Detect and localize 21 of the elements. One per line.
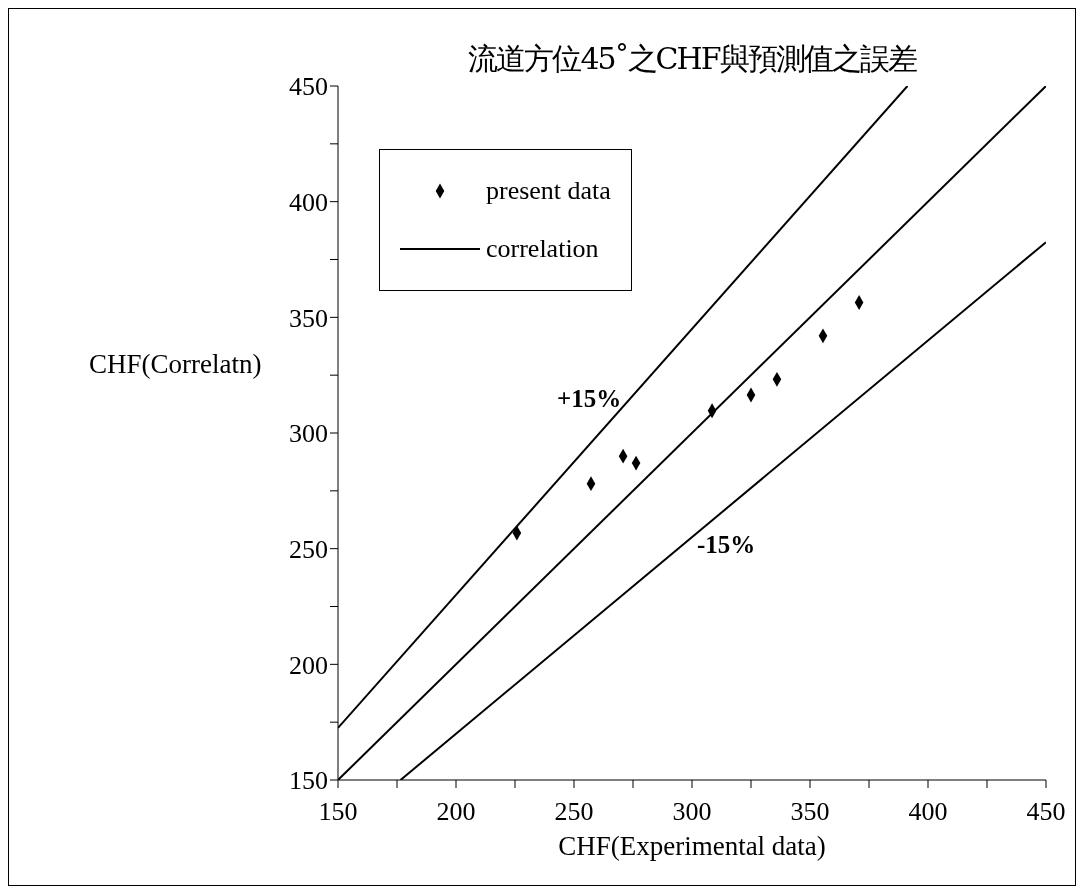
chart-title: 流道方位45˚之CHF與預測值之誤差 [467,40,918,78]
x-tick-label: 150 [318,797,358,827]
annotation: +15% [557,385,622,413]
x-tick-label: 200 [436,797,476,827]
x-tick-label: 400 [908,797,948,827]
x-tick-label: 250 [554,797,594,827]
legend-label: present data [486,176,611,206]
y-tick-label: 450 [289,72,328,102]
annotation: -15% [697,531,756,559]
legend-label: correlation [486,234,599,264]
y-tick-label: 300 [289,419,328,449]
x-tick-label: 300 [672,797,712,827]
y-tick-label: 250 [289,534,328,564]
x-tick-label: 350 [790,797,830,827]
x-axis-title: CHF(Experimental data) [558,831,826,861]
y-tick-label: 150 [289,766,328,796]
y-tick-label: 200 [289,650,328,680]
y-axis-title: CHF(Correlatn) [89,349,262,380]
y-tick-label: 350 [289,303,328,333]
x-tick-label: 450 [1026,797,1066,827]
y-tick-label: 400 [289,187,328,217]
